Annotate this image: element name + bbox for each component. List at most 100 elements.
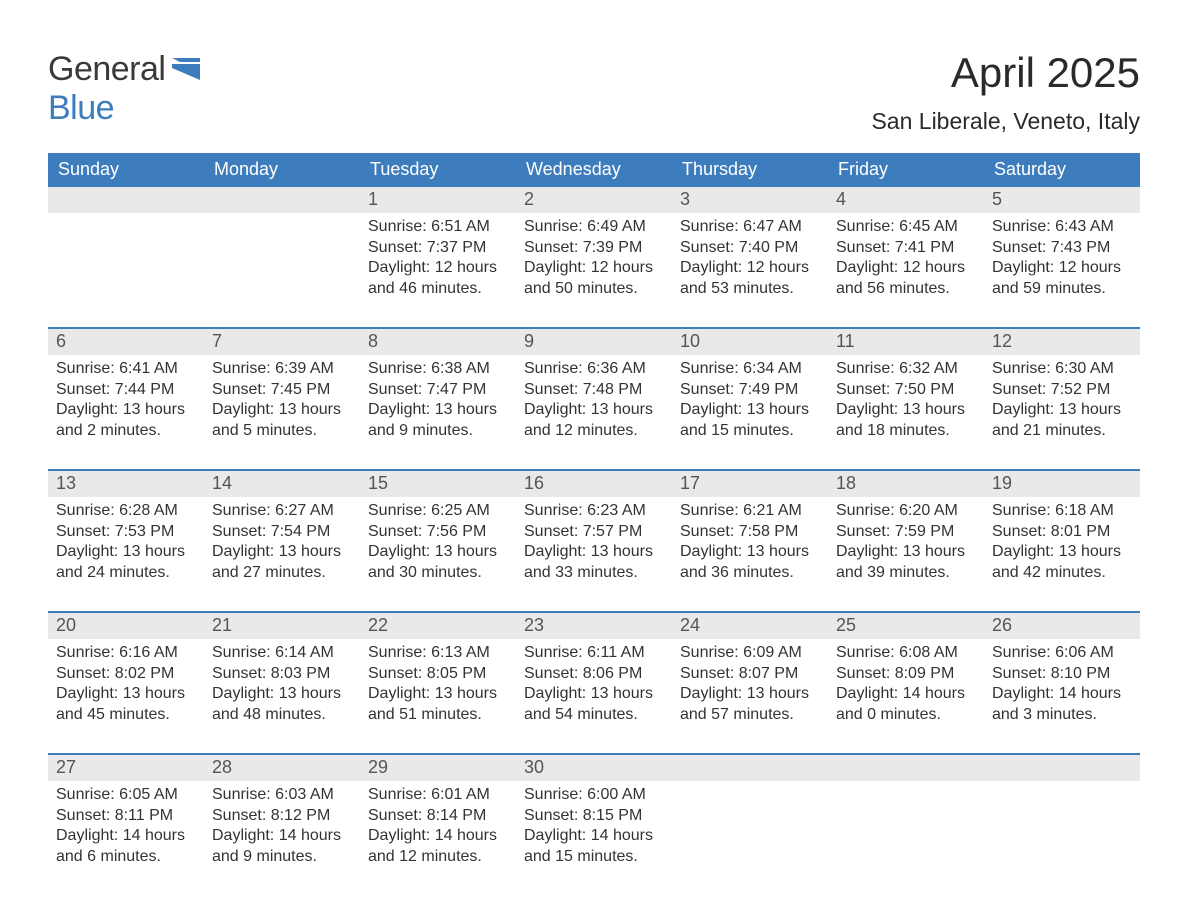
daylight-line: Daylight: 12 hours and 59 minutes. [992, 258, 1132, 299]
day-cell: 24Sunrise: 6:09 AMSunset: 8:07 PMDayligh… [672, 613, 828, 733]
sunset-line: Sunset: 7:44 PM [56, 380, 196, 400]
day-cell: 6Sunrise: 6:41 AMSunset: 7:44 PMDaylight… [48, 329, 204, 449]
sunrise-line: Sunrise: 6:45 AM [836, 217, 976, 237]
day-cell: 1Sunrise: 6:51 AMSunset: 7:37 PMDaylight… [360, 187, 516, 307]
day-body: Sunrise: 6:43 AMSunset: 7:43 PMDaylight:… [992, 217, 1132, 299]
day-body: Sunrise: 6:32 AMSunset: 7:50 PMDaylight:… [836, 359, 976, 441]
sunset-line: Sunset: 7:39 PM [524, 238, 664, 258]
day-number: 30 [516, 755, 672, 781]
day-cell [672, 755, 828, 875]
sunrise-line: Sunrise: 6:20 AM [836, 501, 976, 521]
sunrise-line: Sunrise: 6:21 AM [680, 501, 820, 521]
day-number: 28 [204, 755, 360, 781]
day-number [984, 755, 1140, 781]
sunrise-line: Sunrise: 6:09 AM [680, 643, 820, 663]
day-body: Sunrise: 6:27 AMSunset: 7:54 PMDaylight:… [212, 501, 352, 583]
daylight-line: Daylight: 14 hours and 3 minutes. [992, 684, 1132, 725]
sunrise-line: Sunrise: 6:30 AM [992, 359, 1132, 379]
day-cell: 5Sunrise: 6:43 AMSunset: 7:43 PMDaylight… [984, 187, 1140, 307]
day-body: Sunrise: 6:34 AMSunset: 7:49 PMDaylight:… [680, 359, 820, 441]
dow-saturday: Saturday [984, 153, 1140, 187]
day-body: Sunrise: 6:47 AMSunset: 7:40 PMDaylight:… [680, 217, 820, 299]
sunrise-line: Sunrise: 6:47 AM [680, 217, 820, 237]
daylight-line: Daylight: 14 hours and 15 minutes. [524, 826, 664, 867]
dow-wednesday: Wednesday [516, 153, 672, 187]
day-body: Sunrise: 6:16 AMSunset: 8:02 PMDaylight:… [56, 643, 196, 725]
day-number [828, 755, 984, 781]
day-cell: 23Sunrise: 6:11 AMSunset: 8:06 PMDayligh… [516, 613, 672, 733]
weeks-container: 1Sunrise: 6:51 AMSunset: 7:37 PMDaylight… [48, 187, 1140, 875]
daylight-line: Daylight: 13 hours and 39 minutes. [836, 542, 976, 583]
sunrise-line: Sunrise: 6:13 AM [368, 643, 508, 663]
sunset-line: Sunset: 7:37 PM [368, 238, 508, 258]
sunrise-line: Sunrise: 6:01 AM [368, 785, 508, 805]
day-body: Sunrise: 6:18 AMSunset: 8:01 PMDaylight:… [992, 501, 1132, 583]
daylight-line: Daylight: 13 hours and 12 minutes. [524, 400, 664, 441]
day-body: Sunrise: 6:30 AMSunset: 7:52 PMDaylight:… [992, 359, 1132, 441]
day-cell: 3Sunrise: 6:47 AMSunset: 7:40 PMDaylight… [672, 187, 828, 307]
day-cell: 19Sunrise: 6:18 AMSunset: 8:01 PMDayligh… [984, 471, 1140, 591]
daylight-line: Daylight: 13 hours and 51 minutes. [368, 684, 508, 725]
sunset-line: Sunset: 8:12 PM [212, 806, 352, 826]
day-number: 7 [204, 329, 360, 355]
day-number: 26 [984, 613, 1140, 639]
daylight-line: Daylight: 14 hours and 6 minutes. [56, 826, 196, 867]
day-number: 12 [984, 329, 1140, 355]
sunset-line: Sunset: 7:59 PM [836, 522, 976, 542]
sunset-line: Sunset: 8:02 PM [56, 664, 196, 684]
day-body: Sunrise: 6:38 AMSunset: 7:47 PMDaylight:… [368, 359, 508, 441]
dow-monday: Monday [204, 153, 360, 187]
daylight-line: Daylight: 14 hours and 9 minutes. [212, 826, 352, 867]
day-body: Sunrise: 6:08 AMSunset: 8:09 PMDaylight:… [836, 643, 976, 725]
day-cell: 26Sunrise: 6:06 AMSunset: 8:10 PMDayligh… [984, 613, 1140, 733]
sunset-line: Sunset: 8:09 PM [836, 664, 976, 684]
day-body: Sunrise: 6:05 AMSunset: 8:11 PMDaylight:… [56, 785, 196, 867]
day-body: Sunrise: 6:36 AMSunset: 7:48 PMDaylight:… [524, 359, 664, 441]
page-subtitle: San Liberale, Veneto, Italy [871, 108, 1140, 135]
sunset-line: Sunset: 7:45 PM [212, 380, 352, 400]
sunset-line: Sunset: 7:40 PM [680, 238, 820, 258]
sunset-line: Sunset: 7:58 PM [680, 522, 820, 542]
sunrise-line: Sunrise: 6:27 AM [212, 501, 352, 521]
daylight-line: Daylight: 13 hours and 18 minutes. [836, 400, 976, 441]
daylight-line: Daylight: 13 hours and 9 minutes. [368, 400, 508, 441]
daylight-line: Daylight: 13 hours and 27 minutes. [212, 542, 352, 583]
sunrise-line: Sunrise: 6:05 AM [56, 785, 196, 805]
day-body: Sunrise: 6:45 AMSunset: 7:41 PMDaylight:… [836, 217, 976, 299]
sunrise-line: Sunrise: 6:34 AM [680, 359, 820, 379]
day-number: 20 [48, 613, 204, 639]
week-row: 13Sunrise: 6:28 AMSunset: 7:53 PMDayligh… [48, 469, 1140, 591]
sunset-line: Sunset: 8:01 PM [992, 522, 1132, 542]
sunset-line: Sunset: 7:53 PM [56, 522, 196, 542]
day-cell: 7Sunrise: 6:39 AMSunset: 7:45 PMDaylight… [204, 329, 360, 449]
day-of-week-header: Sunday Monday Tuesday Wednesday Thursday… [48, 153, 1140, 187]
sunset-line: Sunset: 8:10 PM [992, 664, 1132, 684]
day-cell: 13Sunrise: 6:28 AMSunset: 7:53 PMDayligh… [48, 471, 204, 591]
daylight-line: Daylight: 13 hours and 2 minutes. [56, 400, 196, 441]
day-number: 25 [828, 613, 984, 639]
sunset-line: Sunset: 8:15 PM [524, 806, 664, 826]
sunrise-line: Sunrise: 6:51 AM [368, 217, 508, 237]
daylight-line: Daylight: 14 hours and 0 minutes. [836, 684, 976, 725]
day-cell: 14Sunrise: 6:27 AMSunset: 7:54 PMDayligh… [204, 471, 360, 591]
brand-word-1: General [48, 50, 165, 88]
day-number: 8 [360, 329, 516, 355]
sunrise-line: Sunrise: 6:36 AM [524, 359, 664, 379]
day-number: 15 [360, 471, 516, 497]
day-cell: 17Sunrise: 6:21 AMSunset: 7:58 PMDayligh… [672, 471, 828, 591]
day-body: Sunrise: 6:03 AMSunset: 8:12 PMDaylight:… [212, 785, 352, 867]
week-row: 6Sunrise: 6:41 AMSunset: 7:44 PMDaylight… [48, 327, 1140, 449]
daylight-line: Daylight: 13 hours and 54 minutes. [524, 684, 664, 725]
day-body: Sunrise: 6:25 AMSunset: 7:56 PMDaylight:… [368, 501, 508, 583]
day-body: Sunrise: 6:00 AMSunset: 8:15 PMDaylight:… [524, 785, 664, 867]
day-body: Sunrise: 6:21 AMSunset: 7:58 PMDaylight:… [680, 501, 820, 583]
day-cell: 2Sunrise: 6:49 AMSunset: 7:39 PMDaylight… [516, 187, 672, 307]
day-body: Sunrise: 6:41 AMSunset: 7:44 PMDaylight:… [56, 359, 196, 441]
sunset-line: Sunset: 7:57 PM [524, 522, 664, 542]
day-number: 16 [516, 471, 672, 497]
dow-sunday: Sunday [48, 153, 204, 187]
day-cell: 11Sunrise: 6:32 AMSunset: 7:50 PMDayligh… [828, 329, 984, 449]
week-row: 27Sunrise: 6:05 AMSunset: 8:11 PMDayligh… [48, 753, 1140, 875]
day-number [672, 755, 828, 781]
sunrise-line: Sunrise: 6:16 AM [56, 643, 196, 663]
